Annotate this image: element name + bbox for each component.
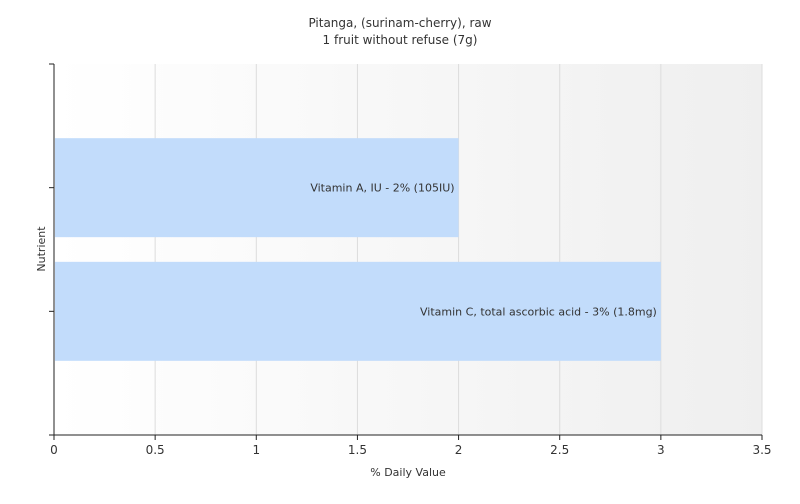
axis-ticks: 0 0.5 1 1.5 2 2.5 3 3.5 bbox=[49, 63, 772, 457]
x-axis-label: % Daily Value bbox=[370, 466, 446, 479]
bar bbox=[55, 261, 661, 361]
chart-title: Pitanga, (surinam-cherry), raw bbox=[308, 16, 491, 30]
bars: Vitamin A, IU - 2% (105IU) Vitamin C, tot… bbox=[55, 138, 661, 361]
x-tick-label: 3.5 bbox=[752, 443, 771, 457]
x-tick-label: 3 bbox=[657, 443, 665, 457]
y-axis-label: Nutrient bbox=[35, 226, 48, 272]
bar-label: Vitamin A, IU - 2% (105IU) bbox=[310, 182, 454, 195]
x-tick-label: 0.5 bbox=[146, 443, 165, 457]
bar-label: Vitamin C, total ascorbic acid - 3% (1.8… bbox=[420, 305, 657, 318]
x-tick-label: 2 bbox=[455, 443, 463, 457]
x-tick-label: 2.5 bbox=[550, 443, 569, 457]
x-tick-label: 0 bbox=[50, 443, 58, 457]
chart-subtitle: 1 fruit without refuse (7g) bbox=[323, 33, 478, 47]
bar bbox=[55, 138, 459, 238]
plot-area bbox=[54, 64, 762, 435]
x-tick-label: 1.5 bbox=[348, 443, 367, 457]
x-tick-label: 1 bbox=[252, 443, 260, 457]
grid-lines bbox=[154, 64, 763, 435]
